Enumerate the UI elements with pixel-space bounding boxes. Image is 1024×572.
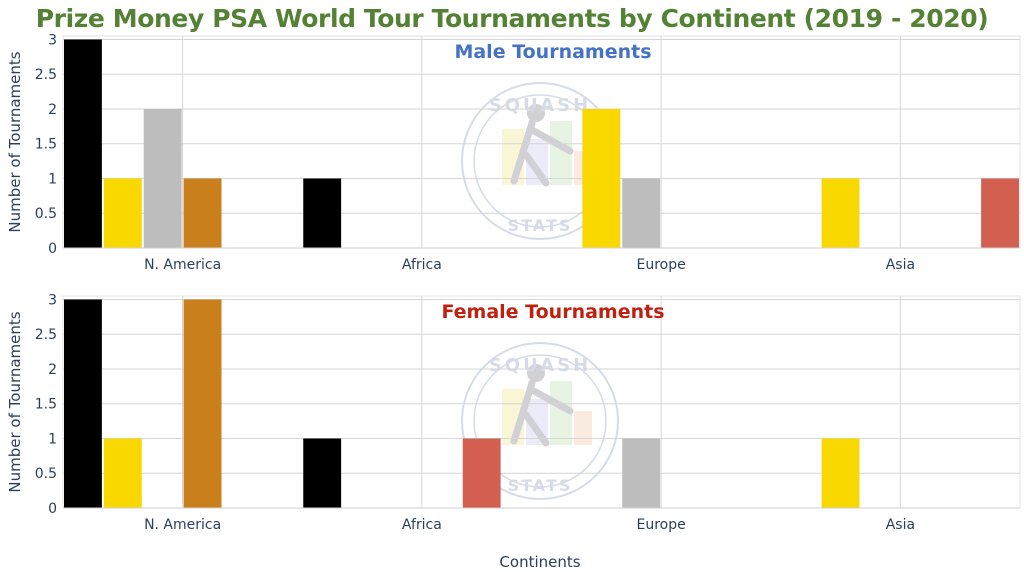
bar <box>303 178 342 248</box>
watermark-text-top: SQUASH <box>489 95 591 116</box>
bar <box>622 438 661 508</box>
y-tick-label: 2.5 <box>35 327 57 343</box>
bar <box>64 299 102 508</box>
x-tick-label: Europe <box>637 257 686 273</box>
watermark-block <box>574 411 592 445</box>
watermark-block <box>526 139 548 185</box>
x-tick-label: Asia <box>886 257 915 273</box>
bar <box>582 108 621 248</box>
y-tick-label: 1.5 <box>35 137 57 153</box>
watermark-ring <box>461 342 619 500</box>
y-tick-label: 2 <box>48 102 57 118</box>
y-tick-label: 0.5 <box>35 466 57 482</box>
bar <box>622 178 661 248</box>
x-tick-label: Africa <box>402 257 442 273</box>
bar <box>981 178 1019 248</box>
y-tick-label: 0 <box>48 501 57 517</box>
x-tick-label: N. America <box>144 517 221 533</box>
watermark-block <box>526 399 548 445</box>
bar <box>103 178 142 248</box>
watermark-text-top: SQUASH <box>489 355 591 376</box>
watermark-block <box>502 389 524 445</box>
y-tick-label: 3 <box>48 32 57 48</box>
bar <box>303 438 342 508</box>
watermark-text-bottom: STATS <box>508 476 573 495</box>
y-tick-label: 2 <box>48 362 57 378</box>
panel-title: Male Tournaments <box>454 41 651 63</box>
watermark-block <box>550 381 572 445</box>
y-tick-label: 0.5 <box>35 206 57 222</box>
watermark-ring <box>473 354 607 488</box>
x-axis-title: Continents <box>499 553 580 571</box>
bar <box>103 438 142 508</box>
bar <box>64 39 102 249</box>
y-axis-title: Number of Tournaments <box>6 311 24 492</box>
panel-2: 0 0.5 1 1.5 2 2.5 3 N. America Africa Europe Asia F… <box>6 292 1021 533</box>
x-tick-label: N. America <box>144 257 221 273</box>
panel-1: 0 0.5 1 1.5 2 2.5 3 N. America Africa Europe Asia M… <box>6 32 1021 273</box>
watermark-layer: SQUASH STATS SQUASH STATS <box>461 82 619 500</box>
y-axis-title: Number of Tournaments <box>6 51 24 232</box>
x-tick-label: Europe <box>637 517 686 533</box>
watermark-block <box>550 121 572 185</box>
bar <box>143 108 182 248</box>
bar <box>183 299 222 508</box>
x-tick-label: Africa <box>402 517 442 533</box>
y-tick-label: 3 <box>48 292 57 308</box>
watermark-block <box>502 129 524 185</box>
watermark-text-bottom: STATS <box>508 216 573 235</box>
x-tick-label: Asia <box>886 517 915 533</box>
bar <box>821 178 860 248</box>
y-tick-label: 0 <box>48 241 57 257</box>
y-tick-label: 2.5 <box>35 67 57 83</box>
chart-title: Prize Money PSA World Tour Tournaments b… <box>35 4 989 33</box>
bar <box>821 438 860 508</box>
bar <box>183 178 222 248</box>
y-tick-label: 1.5 <box>35 397 57 413</box>
bar <box>462 438 501 508</box>
watermark-logo: SQUASH STATS <box>461 82 619 240</box>
y-tick-label: 1 <box>48 171 57 187</box>
y-tick-label: 1 <box>48 431 57 447</box>
panel-title: Female Tournaments <box>441 301 664 323</box>
